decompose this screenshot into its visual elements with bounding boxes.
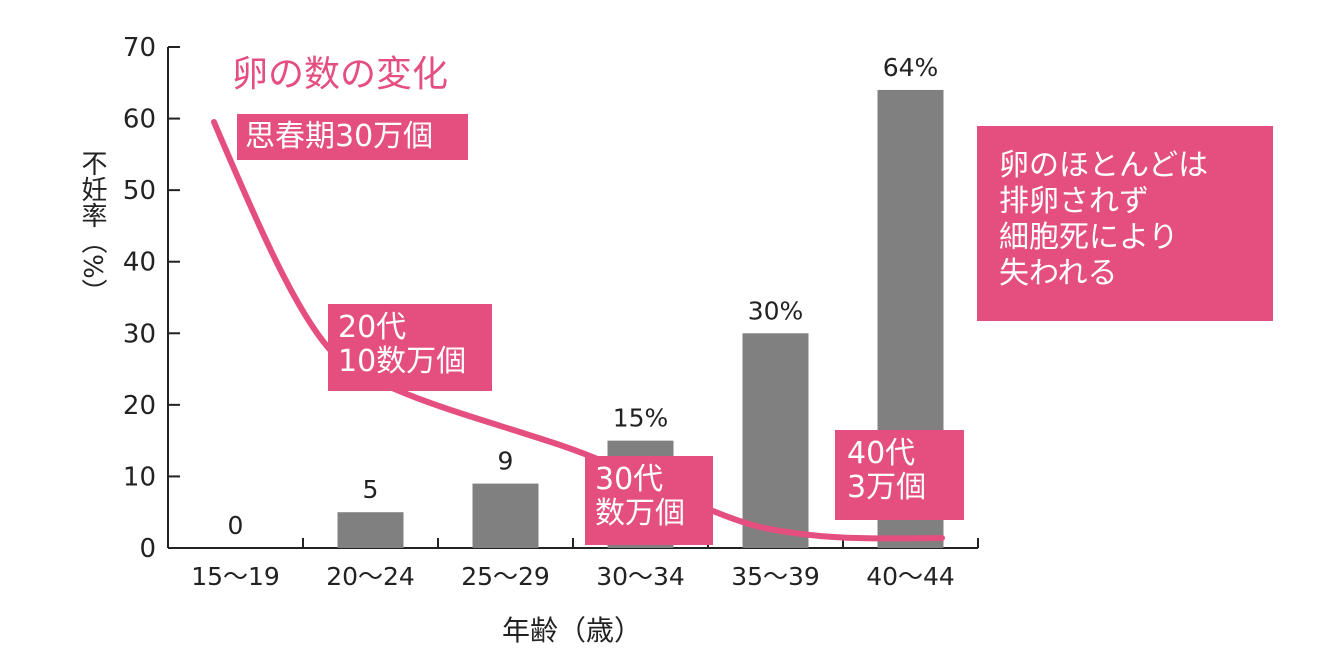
bar-value-label: 9	[498, 447, 514, 476]
bar-value-label: 15%	[613, 404, 669, 433]
y-axis-label: 不妊率（%）	[77, 150, 107, 305]
bar	[742, 333, 809, 548]
curve-label-puberty: 思春期30万個	[237, 114, 468, 160]
y-tick-label: 40	[123, 248, 156, 278]
bar-value-labels: 0 5 9 15% 30% 64%	[228, 53, 939, 540]
x-axis-label: 年齢（歳）	[502, 614, 642, 647]
bar	[472, 483, 539, 548]
x-tick-label: 20～24	[326, 562, 415, 591]
y-tick-label: 70	[123, 33, 156, 63]
bar-value-label: 0	[228, 511, 244, 540]
y-axis: 0 10 20 30 40 50 60 70	[123, 33, 180, 564]
y-tick-label: 20	[123, 391, 156, 421]
x-tick-label: 15～19	[191, 562, 280, 591]
bar-value-label: 64%	[883, 53, 939, 82]
curve-label-30s: 30代 数万個	[585, 456, 713, 545]
bar	[337, 512, 404, 548]
note-box: 卵のほとんどは 排卵されず 細胞死により 失われる	[977, 126, 1273, 321]
x-tick-label: 25～29	[461, 562, 550, 591]
x-tick-label: 30～34	[596, 562, 685, 591]
x-axis: 15～19 20～24 25～29 30～34 35～39 40～44	[168, 538, 979, 591]
bar-value-label: 30%	[748, 296, 804, 325]
curve-label-40s: 40代 3万個	[835, 430, 964, 520]
curve-title: 卵の数の変化	[232, 54, 448, 95]
y-tick-label: 10	[123, 462, 156, 492]
y-tick-label: 50	[123, 176, 156, 206]
y-tick-label: 30	[123, 319, 156, 349]
x-tick-label: 40～44	[866, 562, 955, 591]
bar-value-label: 5	[363, 475, 379, 504]
y-tick-label: 0	[139, 534, 156, 564]
y-tick-label: 60	[123, 105, 156, 135]
egg-count-curve	[211, 119, 945, 542]
curve-label-20s: 20代 10数万個	[328, 304, 492, 391]
x-tick-label: 35～39	[731, 562, 820, 591]
